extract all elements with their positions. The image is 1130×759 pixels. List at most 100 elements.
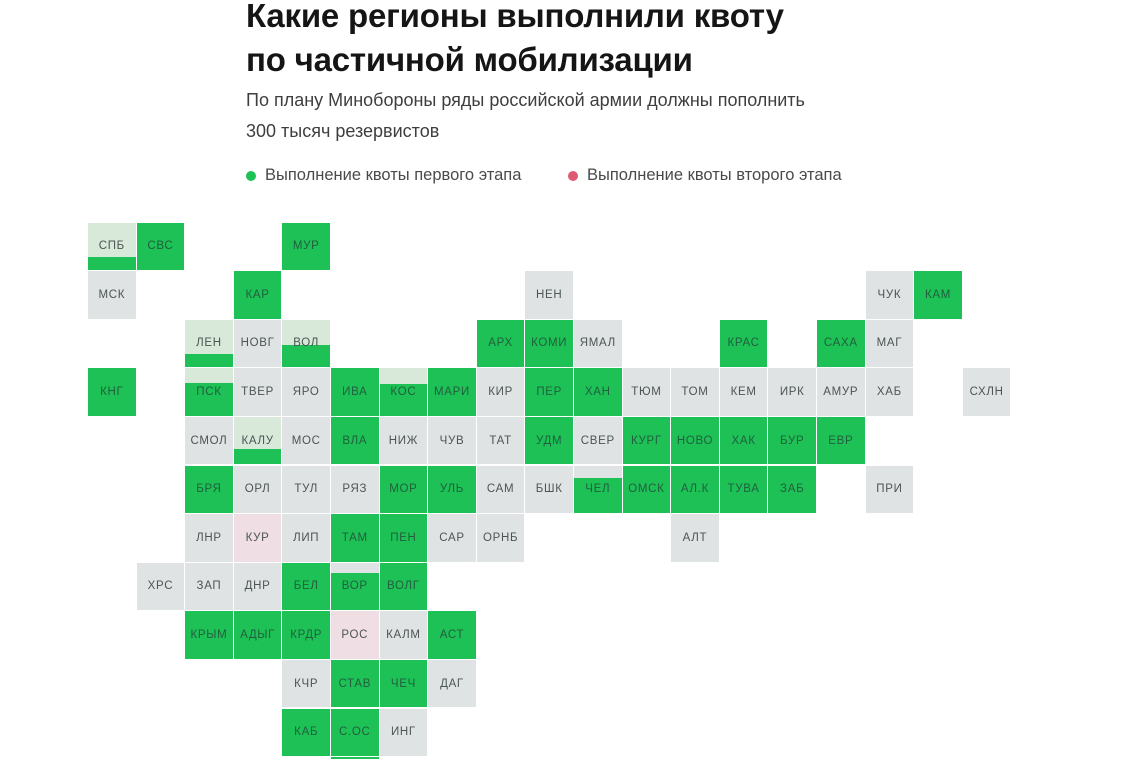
region-cell-ДНР[interactable]: ДНР xyxy=(233,562,282,611)
region-label: ЛНР xyxy=(196,531,222,544)
region-cell-ТУЛ[interactable]: ТУЛ xyxy=(282,465,330,514)
region-cell-КАР[interactable]: КАР xyxy=(233,271,282,319)
region-cell-ЛЕН[interactable]: ЛЕН xyxy=(185,319,233,368)
region-cell-ВОР[interactable]: ВОР xyxy=(331,562,379,611)
region-cell-ХАК[interactable]: ХАК xyxy=(719,416,768,465)
region-cell-СТАВ[interactable]: СТАВ xyxy=(331,659,379,708)
region-cell-МСК[interactable]: МСК xyxy=(88,271,136,319)
region-cell-КАЛМ[interactable]: КАЛМ xyxy=(379,611,428,659)
legend-label-stage2: Выполнение квоты второго этапа xyxy=(587,166,842,184)
region-cell-ПЕН[interactable]: ПЕН xyxy=(379,514,428,562)
region-label: НИЖ xyxy=(388,434,419,447)
region-label: ТУВА xyxy=(727,483,760,496)
region-cell-КОС[interactable]: КОС xyxy=(379,368,428,416)
region-cell-СПБ[interactable]: СПБ xyxy=(88,222,136,271)
region-cell-САМ[interactable]: САМ xyxy=(476,465,525,514)
region-cell-КЕМ[interactable]: КЕМ xyxy=(719,368,768,416)
region-cell-ИНГ[interactable]: ИНГ xyxy=(379,708,428,757)
region-cell-ЧЕЛ[interactable]: ЧЕЛ xyxy=(574,465,622,514)
region-label: ЕВР xyxy=(828,434,854,447)
region-cell-КРДР[interactable]: КРДР xyxy=(282,611,330,659)
region-cell-ТЮМ[interactable]: ТЮМ xyxy=(622,368,671,416)
region-cell-ХРС[interactable]: ХРС xyxy=(136,562,185,611)
region-cell-ОРНБ[interactable]: ОРНБ xyxy=(476,514,525,562)
region-cell-ХАБ[interactable]: ХАБ xyxy=(865,368,914,416)
region-cell-СВЕР[interactable]: СВЕР xyxy=(574,416,622,465)
region-cell-РОС[interactable]: РОС xyxy=(331,611,379,659)
region-cell-ОМСК[interactable]: ОМСК xyxy=(622,465,671,514)
region-cell-ОРЛ[interactable]: ОРЛ xyxy=(233,465,282,514)
region-cell-СХЛН[interactable]: СХЛН xyxy=(962,368,1011,416)
region-cell-ЗАБ[interactable]: ЗАБ xyxy=(768,465,816,514)
region-cell-МУР[interactable]: МУР xyxy=(282,222,330,271)
region-cell-БРЯ[interactable]: БРЯ xyxy=(185,465,233,514)
region-cell-АДЫГ[interactable]: АДЫГ xyxy=(233,611,282,659)
region-cell-ЛНР[interactable]: ЛНР xyxy=(185,514,233,562)
region-cell-КУРГ[interactable]: КУРГ xyxy=(622,416,671,465)
region-cell-НЕН[interactable]: НЕН xyxy=(525,271,573,319)
region-cell-НОВО[interactable]: НОВО xyxy=(671,416,719,465)
region-cell-КЧР[interactable]: КЧР xyxy=(282,659,330,708)
region-cell-ДАГ[interactable]: ДАГ xyxy=(428,659,476,708)
region-label: ИВА xyxy=(342,386,368,399)
region-label: ОРНБ xyxy=(482,531,519,544)
region-cell-ЯМАЛ[interactable]: ЯМАЛ xyxy=(574,319,622,368)
region-cell-ТАМ[interactable]: ТАМ xyxy=(331,514,379,562)
region-cell-АЛТ[interactable]: АЛТ xyxy=(671,514,719,562)
region-cell-ВЛА[interactable]: ВЛА xyxy=(331,416,379,465)
region-cell-ВОЛ[interactable]: ВОЛ xyxy=(282,319,330,368)
region-cell-ТАТ[interactable]: ТАТ xyxy=(476,416,525,465)
region-cell-ЗАП[interactable]: ЗАП xyxy=(185,562,233,611)
region-cell-ПЕР[interactable]: ПЕР xyxy=(525,368,573,416)
region-cell-ХАН[interactable]: ХАН xyxy=(574,368,622,416)
region-cell-ТВЕР[interactable]: ТВЕР xyxy=(233,368,282,416)
region-cell-ТУВА[interactable]: ТУВА xyxy=(719,465,768,514)
region-cell-БУР[interactable]: БУР xyxy=(768,416,816,465)
region-cell-КАМ[interactable]: КАМ xyxy=(914,271,962,319)
region-cell-БЕЛ[interactable]: БЕЛ xyxy=(282,562,330,611)
region-cell-КОМИ[interactable]: КОМИ xyxy=(525,319,573,368)
region-cell-КАЛУ[interactable]: КАЛУ xyxy=(233,416,282,465)
region-cell-СМОЛ[interactable]: СМОЛ xyxy=(185,416,233,465)
region-cell-ЧЕЧ[interactable]: ЧЕЧ xyxy=(379,659,428,708)
region-cell-ПСК[interactable]: ПСК xyxy=(185,368,233,416)
region-cell-САХА[interactable]: САХА xyxy=(817,319,865,368)
region-cell-МОР[interactable]: МОР xyxy=(379,465,428,514)
region-label: КОМИ xyxy=(531,337,568,350)
region-cell-ПРИ[interactable]: ПРИ xyxy=(865,465,914,514)
region-cell-БШК[interactable]: БШК xyxy=(525,465,573,514)
region-cell-unlabeled[interactable] xyxy=(331,757,379,759)
region-cell-ИРК[interactable]: ИРК xyxy=(768,368,816,416)
region-cell-ИВА[interactable]: ИВА xyxy=(331,368,379,416)
region-cell-КУР[interactable]: КУР xyxy=(233,514,282,562)
region-cell-ВОЛГ[interactable]: ВОЛГ xyxy=(379,562,428,611)
region-cell-РЯЗ[interactable]: РЯЗ xyxy=(331,465,379,514)
region-cell-САР[interactable]: САР xyxy=(428,514,476,562)
region-cell-КНГ[interactable]: КНГ xyxy=(88,368,136,416)
region-cell-КРЫМ[interactable]: КРЫМ xyxy=(185,611,233,659)
region-cell-АРХ[interactable]: АРХ xyxy=(476,319,525,368)
region-cell-КАБ[interactable]: КАБ xyxy=(282,708,330,757)
region-cell-ТОМ[interactable]: ТОМ xyxy=(671,368,719,416)
region-cell-СВС[interactable]: СВС xyxy=(136,222,185,271)
region-cell-МОС[interactable]: МОС xyxy=(282,416,330,465)
region-cell-НОВГ[interactable]: НОВГ xyxy=(233,319,282,368)
region-label: КРДР xyxy=(290,629,323,642)
region-cell-МАГ[interactable]: МАГ xyxy=(865,319,914,368)
region-cell-МАРИ[interactable]: МАРИ xyxy=(428,368,476,416)
region-cell-УДМ[interactable]: УДМ xyxy=(525,416,573,465)
region-cell-ЧУВ[interactable]: ЧУВ xyxy=(428,416,476,465)
region-cell-НИЖ[interactable]: НИЖ xyxy=(379,416,428,465)
region-cell-ЛИП[interactable]: ЛИП xyxy=(282,514,330,562)
region-cell-АМУР[interactable]: АМУР xyxy=(817,368,865,416)
region-cell-ЯРО[interactable]: ЯРО xyxy=(282,368,330,416)
region-cell-КИР[interactable]: КИР xyxy=(476,368,525,416)
region-cell-С.ОС[interactable]: С.ОС xyxy=(331,708,379,757)
region-cell-АЛ.К[interactable]: АЛ.К xyxy=(671,465,719,514)
region-cell-КРАС[interactable]: КРАС xyxy=(719,319,768,368)
region-cell-ЧУК[interactable]: ЧУК xyxy=(865,271,914,319)
region-label: УЛЬ xyxy=(439,483,465,496)
region-cell-ЕВР[interactable]: ЕВР xyxy=(817,416,865,465)
region-cell-АСТ[interactable]: АСТ xyxy=(428,611,476,659)
region-cell-УЛЬ[interactable]: УЛЬ xyxy=(428,465,476,514)
